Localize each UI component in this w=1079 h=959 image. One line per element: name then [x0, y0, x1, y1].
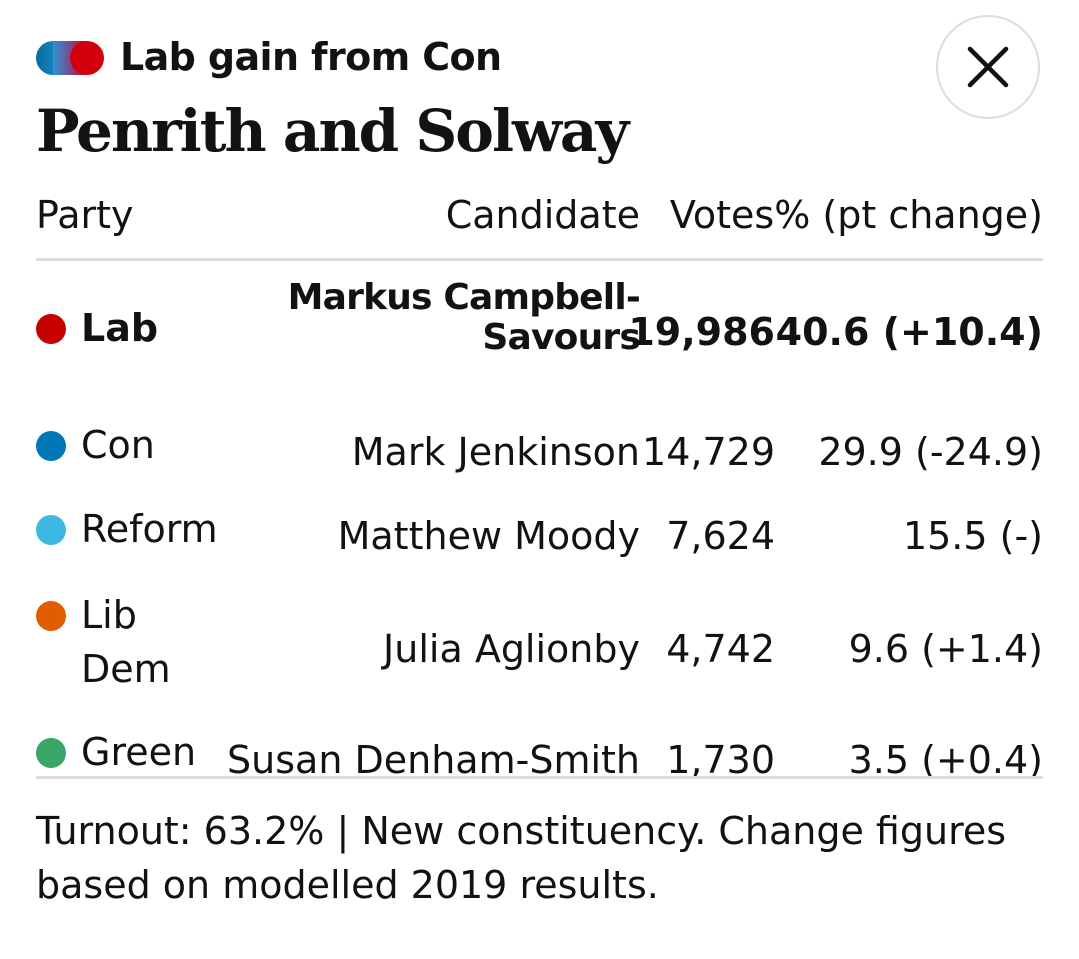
- party-color-dot: [36, 738, 66, 768]
- table-row: Lab Markus Campbell- Savours 19,986 40.6…: [36, 278, 1043, 388]
- party-name: Lab: [81, 306, 159, 350]
- vote-share: 40.6 (+10.4): [775, 310, 1043, 354]
- column-header-candidate: Candidate: [445, 193, 640, 237]
- party-name: Con: [81, 423, 155, 467]
- party-color-dot: [36, 601, 66, 631]
- constituency-title: Penrith and Solway: [36, 97, 629, 165]
- party-name: Lib Dem: [81, 593, 171, 691]
- party-gain-icon: [36, 39, 108, 75]
- candidate-name: Julia Aglionby: [383, 627, 640, 671]
- result-label: Lab gain from Con: [120, 35, 502, 79]
- table-row: Reform Matthew Moody 7,624 15.5 (-): [36, 502, 1043, 562]
- close-icon[interactable]: [964, 43, 1012, 91]
- result-headline: Lab gain from Con: [36, 32, 502, 82]
- party-color-dot: [36, 314, 66, 344]
- candidate-name: Markus Campbell- Savours: [287, 277, 641, 358]
- vote-share: 9.6 (+1.4): [848, 627, 1043, 671]
- party-name: Green: [81, 730, 197, 774]
- close-button[interactable]: [936, 15, 1040, 119]
- column-header-votes: Votes% (pt change): [669, 193, 1043, 237]
- party-name: Reform: [81, 507, 218, 551]
- table-row: Green Susan Denham-Smith 1,730 3.5 (+0.4…: [36, 725, 1043, 776]
- candidate-name: Matthew Moody: [337, 514, 640, 558]
- candidate-name: Mark Jenkinson: [351, 430, 640, 474]
- vote-count: 1,730: [666, 738, 775, 776]
- vote-share: 15.5 (-): [902, 514, 1043, 558]
- vote-share: 3.5 (+0.4): [848, 738, 1043, 776]
- party-color-dot: [36, 515, 66, 545]
- vote-count: 14,729: [642, 430, 775, 474]
- vote-count: 7,624: [666, 514, 775, 558]
- vote-count: 19,986: [628, 310, 775, 354]
- party-color-dot: [36, 431, 66, 461]
- table-row: Con Mark Jenkinson 14,729 29.9 (-24.9): [36, 418, 1043, 478]
- vote-count: 4,742: [666, 627, 775, 671]
- table-bottom-divider: [36, 776, 1043, 779]
- turnout-footnote: Turnout: 63.2% | New constituency. Chang…: [36, 809, 1007, 907]
- column-header-party: Party: [36, 193, 134, 237]
- vote-share: 29.9 (-24.9): [818, 430, 1043, 474]
- header-divider: [36, 258, 1043, 261]
- candidate-name: Susan Denham-Smith: [227, 738, 640, 776]
- results-table: Party Candidate Votes% (pt change) Lab M…: [36, 180, 1043, 776]
- table-row: Lib Dem Julia Aglionby 4,742 9.6 (+1.4): [36, 588, 1043, 698]
